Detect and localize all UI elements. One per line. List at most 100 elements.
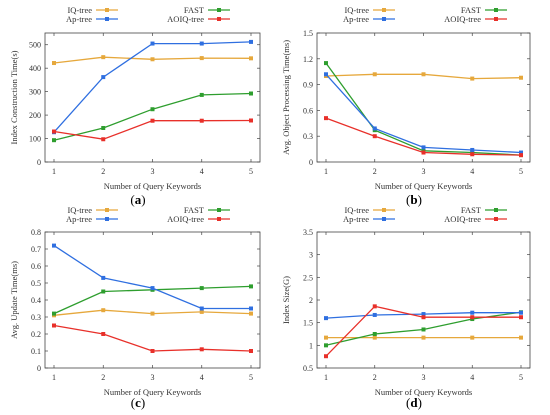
legend-marker-fast (494, 208, 498, 212)
legend: IQ-tree FAST Ap-tree AOIQ-tree (66, 5, 230, 24)
series-line-aoiq-tree (53, 119, 252, 140)
x-tick-label: 3 (151, 373, 155, 382)
x-axis-label: Number of Query Keywords (375, 387, 473, 397)
y-tick-label: 2 (309, 296, 313, 305)
data-point-fast (52, 138, 56, 143)
panel-d: 0.5 1 1.5 2 2.5 3 3.5 1 2 3 4 5 Number of Query Keyw… (281, 205, 531, 410)
data-point-ap-tree (150, 286, 155, 291)
legend-marker-ap-tree (105, 217, 109, 221)
data-point-ap-tree (101, 275, 106, 280)
data-point-ap-tree (101, 75, 106, 80)
legend-label-ap-tree: Ap-tree (343, 14, 369, 24)
data-point-iq-tree (421, 335, 426, 340)
y-tick-label: 0.1 (31, 347, 41, 356)
y-tick-label: 0.8 (31, 228, 41, 237)
x-axis-label: Number of Query Keywords (104, 181, 202, 191)
data-point-ap-tree (249, 39, 253, 44)
x-tick-label: 5 (249, 167, 253, 176)
data-point-iq-tree (470, 335, 475, 340)
legend-label-iq-tree: IQ-tree (67, 205, 92, 215)
x-tick-label: 4 (200, 373, 204, 382)
data-point-ap-tree (470, 310, 475, 315)
panel-label: (d) (406, 395, 422, 410)
y-tick-label: 0.7 (31, 245, 41, 254)
panel-c: 0 0.1 0.2 0.3 0.4 0.5 0.6 0.7 0.8 1 2 3 4 5 Number of … (9, 205, 261, 410)
data-point-ap-tree (421, 145, 426, 150)
panel-b: 0 0.3 0.6 0.9 1.2 1.5 1 2 3 4 5 Number of Query Key… (281, 5, 531, 207)
x-tick-label: 2 (101, 373, 105, 382)
panel-letter: a (135, 192, 142, 207)
legend-marker-aoiq-tree (217, 17, 221, 21)
y-tick-label: 1.5 (303, 29, 313, 38)
x-tick-label: 1 (324, 373, 328, 382)
data-point-aoiq-tree (199, 347, 204, 352)
data-point-aoiq-tree (101, 137, 106, 142)
legend-marker-aoiq-tree (494, 17, 498, 21)
data-point-aoiq-tree (324, 354, 328, 359)
data-point-aoiq-tree (421, 315, 426, 320)
data-point-iq-tree (372, 72, 377, 77)
y-tick-label: 0.6 (303, 106, 313, 115)
y-tick-label: 0 (309, 158, 313, 167)
data-point-aoiq-tree (519, 315, 523, 320)
data-point-ap-tree (249, 306, 253, 311)
x-axis-label: Number of Query Keywords (104, 387, 202, 397)
x-tick-label: 5 (249, 373, 253, 382)
data-point-aoiq-tree (519, 153, 523, 158)
data-point-aoiq-tree (150, 118, 155, 123)
plot-frame (44, 231, 261, 369)
data-point-iq-tree (199, 309, 204, 314)
legend-label-aoiq-tree: AOIQ-tree (167, 14, 204, 24)
data-point-iq-tree (199, 56, 204, 61)
legend-label-fast: FAST (184, 5, 205, 15)
data-point-aoiq-tree (372, 304, 377, 309)
data-point-iq-tree (324, 335, 328, 340)
plot-frame (316, 32, 531, 163)
data-point-fast (101, 289, 106, 294)
data-point-fast (249, 284, 253, 289)
x-tick-label: 4 (470, 167, 474, 176)
x-tick-label: 4 (470, 373, 474, 382)
legend-marker-ap-tree (105, 17, 109, 21)
data-point-aoiq-tree (52, 323, 56, 328)
data-point-fast (421, 327, 426, 332)
series-line-ap-tree (53, 41, 252, 133)
data-point-ap-tree (324, 72, 328, 77)
data-point-iq-tree (519, 75, 523, 80)
data-point-ap-tree (199, 41, 204, 46)
legend-marker-iq-tree (382, 208, 386, 212)
data-point-iq-tree (150, 57, 155, 62)
data-point-fast (199, 92, 204, 97)
legend-label-iq-tree: IQ-tree (344, 205, 369, 215)
data-point-ap-tree (421, 312, 426, 317)
series-line-fast (325, 62, 522, 156)
data-point-aoiq-tree (52, 129, 56, 134)
series-line-fast (53, 92, 252, 141)
legend-marker-fast (494, 8, 498, 12)
data-point-fast (249, 91, 253, 96)
y-tick-label: 3 (309, 251, 313, 260)
data-point-fast (101, 125, 106, 130)
y-tick-label: 0.2 (31, 330, 41, 339)
data-point-iq-tree (519, 335, 523, 340)
plot-frame (316, 231, 531, 369)
data-point-aoiq-tree (372, 134, 377, 139)
data-point-iq-tree (249, 56, 253, 61)
y-tick-label: 200 (29, 111, 41, 120)
data-point-ap-tree (519, 150, 523, 155)
legend-marker-iq-tree (382, 8, 386, 12)
data-point-iq-tree (470, 76, 475, 81)
legend-label-iq-tree: IQ-tree (67, 5, 92, 15)
series-line-ap-tree (325, 73, 522, 154)
data-point-aoiq-tree (421, 150, 426, 155)
y-tick-label: 0.5 (303, 364, 313, 373)
y-tick-label: 400 (29, 64, 41, 73)
y-tick-label: 0.9 (303, 81, 313, 90)
data-point-fast (372, 332, 377, 336)
data-point-ap-tree (150, 41, 155, 46)
y-tick-label: 2.5 (303, 273, 313, 282)
x-tick-label: 5 (519, 373, 523, 382)
legend-marker-iq-tree (105, 208, 109, 212)
data-point-ap-tree (52, 243, 56, 248)
